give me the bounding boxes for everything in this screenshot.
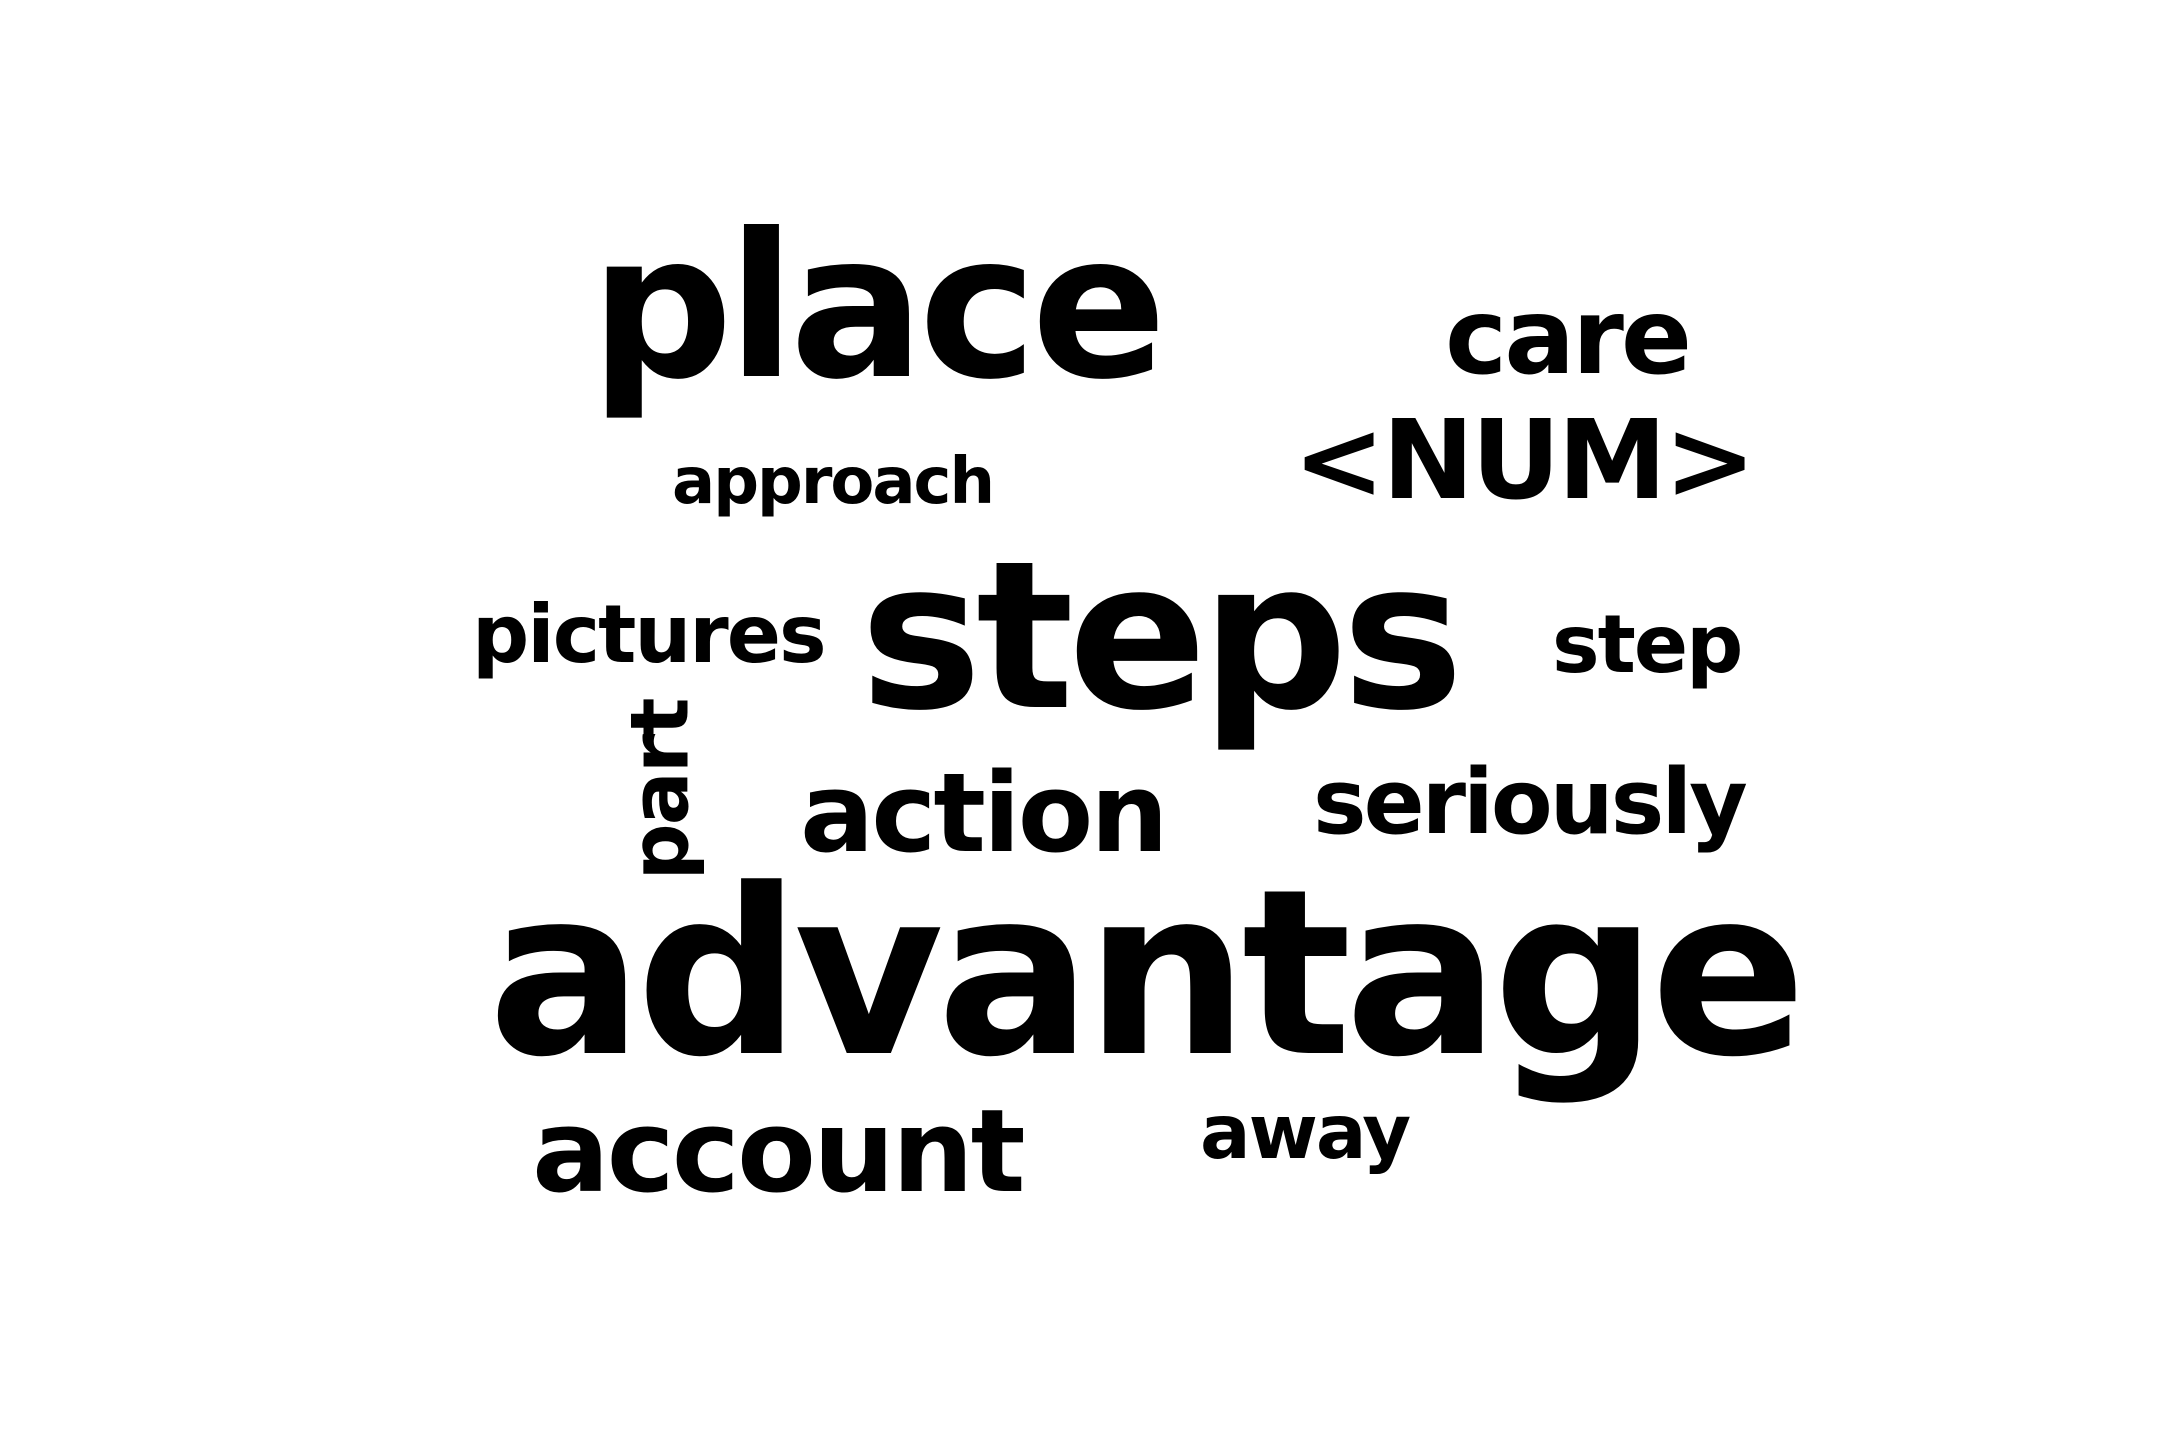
word-care: care bbox=[1445, 276, 1692, 398]
word-seriously: seriously bbox=[1313, 750, 1748, 855]
word-away: away bbox=[1200, 1088, 1411, 1176]
word-pictures: pictures bbox=[472, 588, 827, 681]
word-action: action bbox=[800, 749, 1169, 877]
word-advantage: advantage bbox=[488, 841, 1806, 1108]
word-account: account bbox=[532, 1085, 1026, 1219]
word-approach: approach bbox=[672, 445, 995, 519]
word-place: place bbox=[590, 191, 1167, 424]
word-num: <NUM> bbox=[1293, 396, 1756, 524]
word-step: step bbox=[1552, 598, 1743, 691]
word-steps: steps bbox=[860, 518, 1464, 756]
